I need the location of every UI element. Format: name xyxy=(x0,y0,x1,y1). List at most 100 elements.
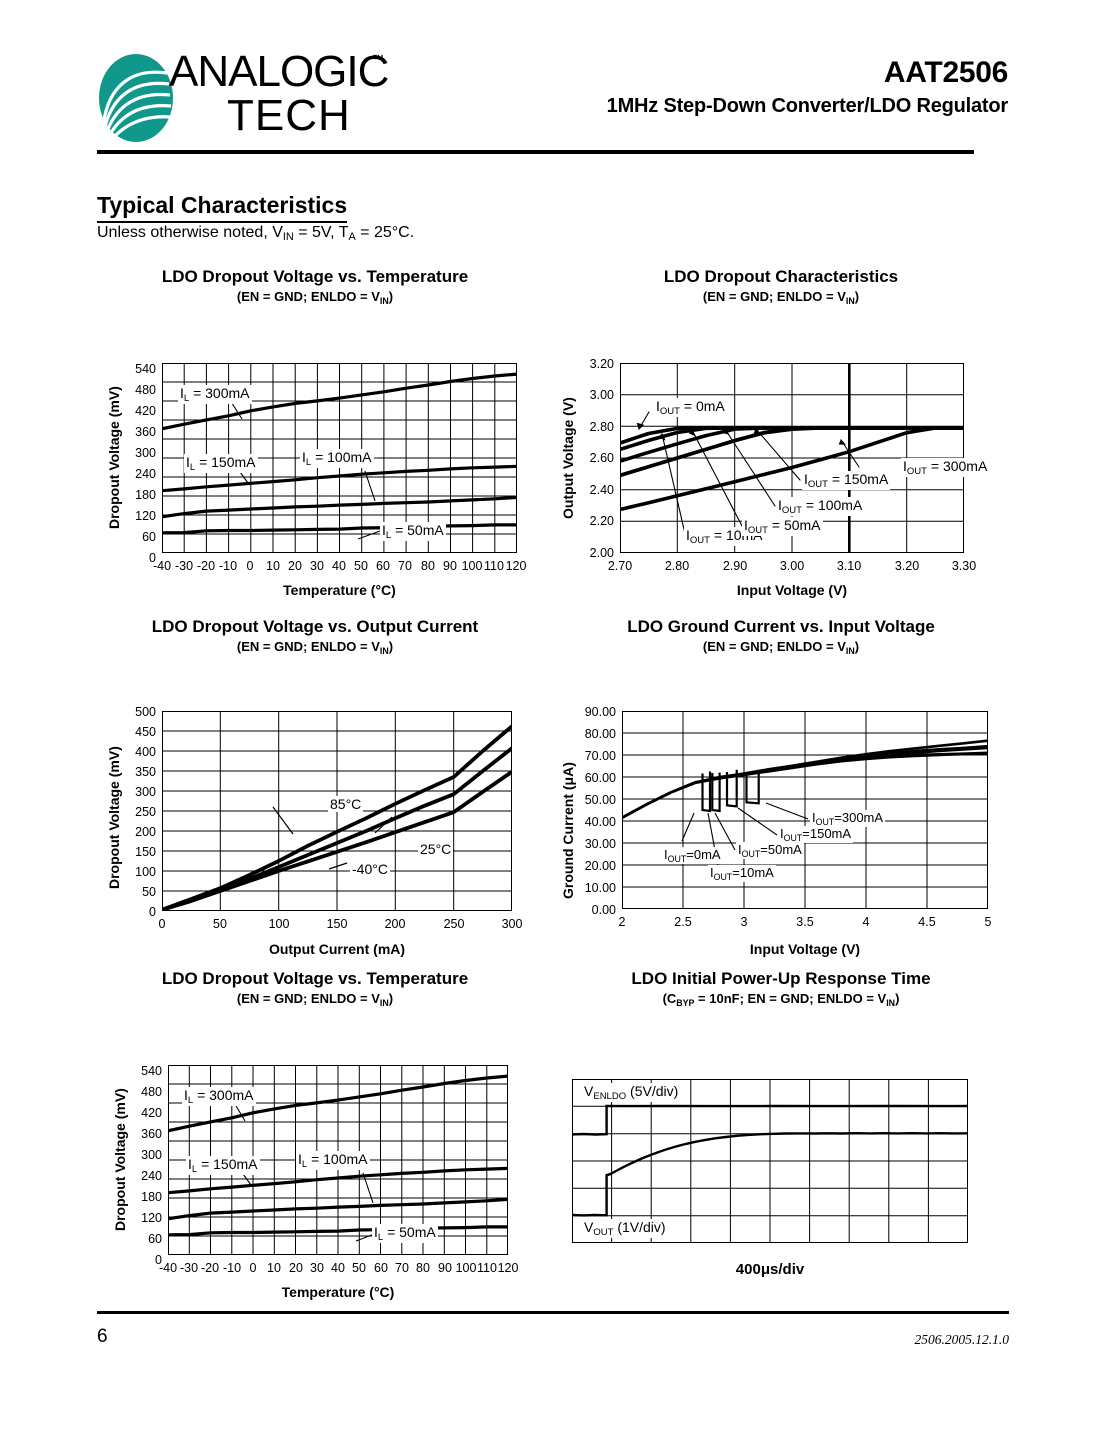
chart-title: LDO Dropout Voltage vs. Temperature xyxy=(161,969,469,988)
logo-word-tech: TECH xyxy=(227,91,351,140)
x-tick: 150 xyxy=(326,917,348,931)
annot-value: = 0mA xyxy=(679,398,725,414)
y-tick: 200 xyxy=(135,825,156,839)
annot-value: = 100mA xyxy=(801,497,863,513)
annot-subscript: OUT xyxy=(713,871,733,882)
y-tick: 540 xyxy=(141,1064,162,1078)
annot-value: =0mA xyxy=(686,847,721,862)
plot-graphics xyxy=(162,711,512,911)
y-tick: 50 xyxy=(142,885,156,899)
subtitle-part-1: (EN = GND; ENLDO = V xyxy=(702,289,846,304)
trace-symbol: V xyxy=(584,1083,594,1099)
subtitle-part-2: = 10nF; EN = GND; ENLDO = V xyxy=(694,991,887,1006)
annot-value: = 150mA xyxy=(197,1156,258,1172)
document-revision: 2506.2005.12.1.0 xyxy=(914,1332,1010,1347)
y-tick: 90.00 xyxy=(584,705,616,719)
annot-symbol: I xyxy=(812,810,816,825)
x-tick: 4.5 xyxy=(918,915,936,929)
x-tick: 110 xyxy=(477,1261,497,1275)
plot-graphics xyxy=(620,363,964,553)
series-annotation-100mA: IL = 100mA xyxy=(300,449,374,468)
annot-subscript: OUT xyxy=(741,848,761,859)
series-curve-m40C xyxy=(162,770,512,911)
chart-title: LDO Initial Power-Up Response Time xyxy=(631,969,931,988)
annot-value: = 300mA xyxy=(189,385,250,401)
x-axis-label: Temperature (°C) xyxy=(283,582,396,598)
series-annotation-10mA: IOUT=10mA xyxy=(708,865,776,882)
annot-subscript: OUT xyxy=(781,505,802,517)
annot-symbol: I xyxy=(804,471,808,487)
annot-subscript: L xyxy=(189,462,196,474)
x-tick: 5 xyxy=(984,915,992,929)
trace-label-venldo: VENLDO (5V/div) xyxy=(582,1083,681,1102)
series-annotation-100mA: IOUT = 100mA xyxy=(776,497,865,517)
x-tick: 4 xyxy=(862,915,870,929)
series-curve-300mA xyxy=(622,751,988,819)
annot-value: = 50mA xyxy=(391,522,444,538)
y-axis-label: Dropout Voltage (mV) xyxy=(106,386,122,529)
annot-subscript: OUT xyxy=(783,832,803,843)
y-tick: 3.00 xyxy=(589,388,614,402)
x-tick: -20 xyxy=(196,559,216,573)
trace-symbol: V xyxy=(584,1219,594,1235)
annot-subscript: OUT xyxy=(906,466,927,478)
subtitle-part-1: (C xyxy=(662,991,677,1006)
annot-value: =150mA xyxy=(802,826,852,841)
series-annotation-0mA: IOUT = 0mA xyxy=(654,398,727,417)
note-subscript-in: IN xyxy=(282,231,294,244)
annot-subscript: OUT xyxy=(815,816,835,827)
x-tick: 0 xyxy=(246,559,254,573)
y-tick: 0 xyxy=(149,551,156,565)
micro-symbol: μ xyxy=(760,1261,771,1278)
subtitle-part-2: ) xyxy=(388,991,394,1006)
annot-symbol: I xyxy=(180,385,184,401)
x-tick: 120 xyxy=(505,559,527,573)
y-tick: 300 xyxy=(135,785,156,799)
annot-symbol: I xyxy=(664,847,668,862)
annot-value: = 150mA xyxy=(827,471,889,487)
x-tick: 100 xyxy=(455,1261,477,1275)
y-tick: 60 xyxy=(148,1232,162,1246)
series-annotation-150mA: IOUT = 150mA xyxy=(802,471,891,491)
x-tick: 90 xyxy=(438,1261,452,1275)
y-axis-label: Dropout Voltage (mV) xyxy=(106,746,122,889)
page-header: ANALOGIC ™ TECH AAT2506 1MHz Step-Down C… xyxy=(97,42,1008,150)
chart-ldo-initial-power-up-response-time: LDO Initial Power-Up Response Time (CBYP… xyxy=(556,968,1006,1278)
series-curve-50mA xyxy=(168,1225,508,1237)
y-tick: 100 xyxy=(135,865,156,879)
x-tick: 10 xyxy=(267,1261,281,1275)
y-tick: 150 xyxy=(135,845,156,859)
subtitle-part-3: ) xyxy=(895,991,900,1006)
annot-subscript: OUT xyxy=(807,479,828,491)
x-tick: 30 xyxy=(310,559,324,573)
page-number: 6 xyxy=(97,1326,108,1347)
y-tick: 60 xyxy=(142,530,156,544)
chart-ldo-dropout-voltage-vs-temperature-top: LDO Dropout Voltage vs. Temperature (EN … xyxy=(100,266,530,598)
plot-area: Output Voltage (V) 3.20 3.00 2.80 2.60 2… xyxy=(556,319,1006,598)
x-tick: 3.10 xyxy=(836,559,862,573)
y-tick: 420 xyxy=(135,404,156,418)
x-axis-label: Output Current (mA) xyxy=(268,941,406,957)
annot-symbol: I xyxy=(184,1087,188,1103)
x-axis-label: Input Voltage (V) xyxy=(749,941,861,957)
subtitle-part-1: (EN = GND; ENLDO = V xyxy=(236,991,380,1006)
y-tick: 2.40 xyxy=(589,483,614,497)
x-tick: 120 xyxy=(497,1261,519,1275)
subtitle-subscript-byp: BYP xyxy=(676,997,695,1008)
annot-symbol: I xyxy=(778,497,782,513)
trace-vout xyxy=(572,1131,968,1217)
annot-value: = 50mA xyxy=(383,1224,436,1240)
subtitle-part-2: ) xyxy=(854,289,860,304)
series-annotation-150mA: IL = 150mA xyxy=(184,454,258,473)
subtitle-part-2: ) xyxy=(388,289,394,304)
x-tick: 20 xyxy=(289,1261,303,1275)
subtitle-part-2: ) xyxy=(388,639,394,654)
y-tick: 180 xyxy=(141,1190,162,1204)
series-curve-150mA xyxy=(162,464,517,493)
chart-title: LDO Dropout Characteristics xyxy=(663,267,899,286)
series-annotation-50mA: IL = 50mA xyxy=(372,1224,438,1243)
y-tick: 20.00 xyxy=(584,859,616,873)
logo-wordmark: ANALOGIC ™ TECH xyxy=(169,48,399,142)
x-tick: 300 xyxy=(501,917,523,931)
annot-value: = 50mA xyxy=(767,517,821,533)
